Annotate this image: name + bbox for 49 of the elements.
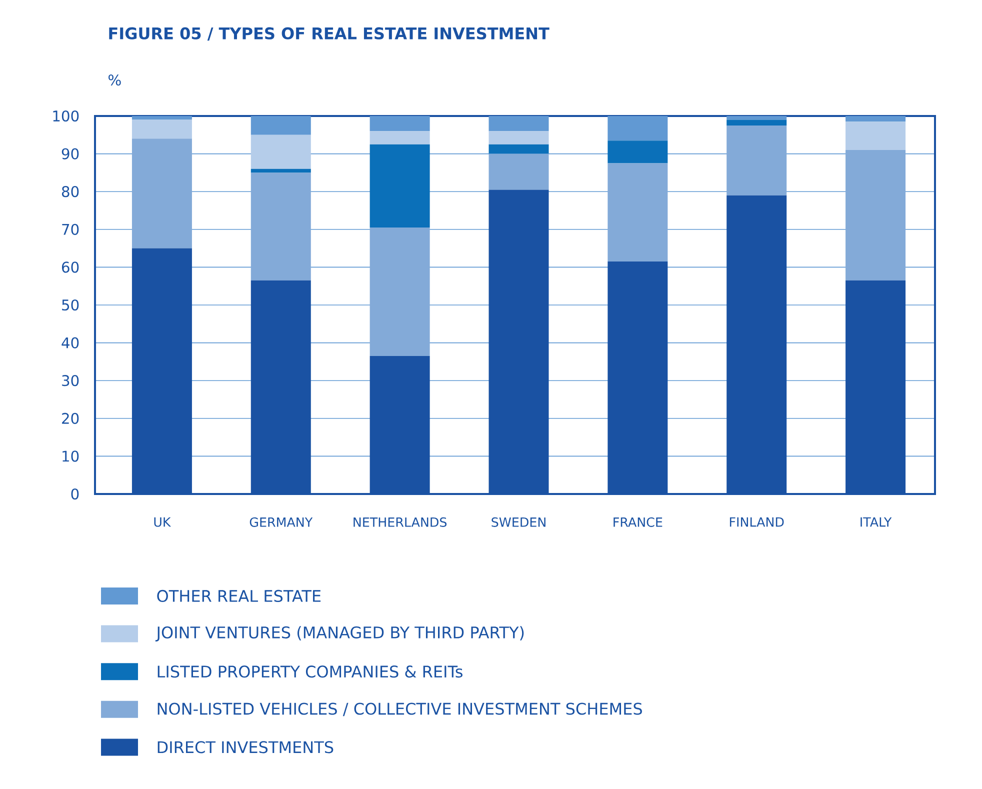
legend-label: NON-LISTED VEHICLES / COLLECTIVE INVESTMENT SCHEMES: [158, 702, 642, 716]
bar: [488, 116, 549, 132]
bar: [370, 144, 430, 228]
y-tick-label: 40: [62, 337, 79, 348]
bar: [250, 172, 311, 280]
y-tick-label: 10: [62, 450, 79, 462]
y-tick-label: 100: [53, 110, 79, 122]
bar: [846, 150, 906, 280]
bar: [608, 140, 668, 164]
bar: [726, 125, 787, 196]
legend-label: OTHER REAL ESTATE: [157, 590, 321, 602]
x-tick-label: FRANCE: [614, 517, 662, 527]
y-tick-label: 90: [62, 148, 79, 160]
bar: [846, 116, 906, 122]
y-tick-label: 20: [62, 412, 79, 424]
y-axis-title: %: [108, 74, 121, 86]
y-tick-label: 60: [62, 262, 79, 273]
bar: [370, 228, 430, 356]
x-tick-label: NETHERLANDS: [354, 517, 447, 527]
bar: [370, 116, 430, 132]
bar: [488, 131, 549, 144]
x-tick-label: ITALY: [860, 517, 892, 527]
chart-title: FIGURE 05 / TYPES OF REAL ESTATE INVESTMENT: [109, 27, 550, 41]
bar: [250, 116, 311, 135]
bar: [250, 134, 311, 169]
bar: [726, 120, 787, 126]
bar: [608, 163, 668, 262]
y-tick-label: 30: [62, 375, 79, 386]
bar: [488, 144, 549, 154]
bar: [846, 122, 906, 150]
bar: [488, 154, 549, 190]
bar: [726, 116, 787, 120]
x-tick-label: UK: [154, 517, 172, 527]
legend-label: LISTED PROPERTY COMPANIES & REITs: [158, 666, 462, 678]
x-tick-label: SWEDEN: [492, 517, 546, 527]
bar: [608, 116, 668, 141]
legend-label: JOINT VENTURES (MANAGED BY THIRD PARTY): [155, 626, 524, 642]
y-tick-label: 50: [62, 299, 79, 311]
bar: [132, 116, 192, 120]
bar: [370, 131, 430, 144]
y-tick-label: 0: [71, 488, 79, 500]
y-tick-label: 70: [62, 224, 79, 235]
bar: [250, 168, 311, 173]
bar: [132, 120, 192, 139]
x-tick-label: GERMANY: [250, 517, 313, 527]
legend-label: DIRECT INVESTMENTS: [158, 741, 334, 754]
x-tick-label: FINLAND: [730, 517, 784, 527]
y-tick-label: 80: [62, 186, 79, 198]
bar: [132, 138, 192, 248]
